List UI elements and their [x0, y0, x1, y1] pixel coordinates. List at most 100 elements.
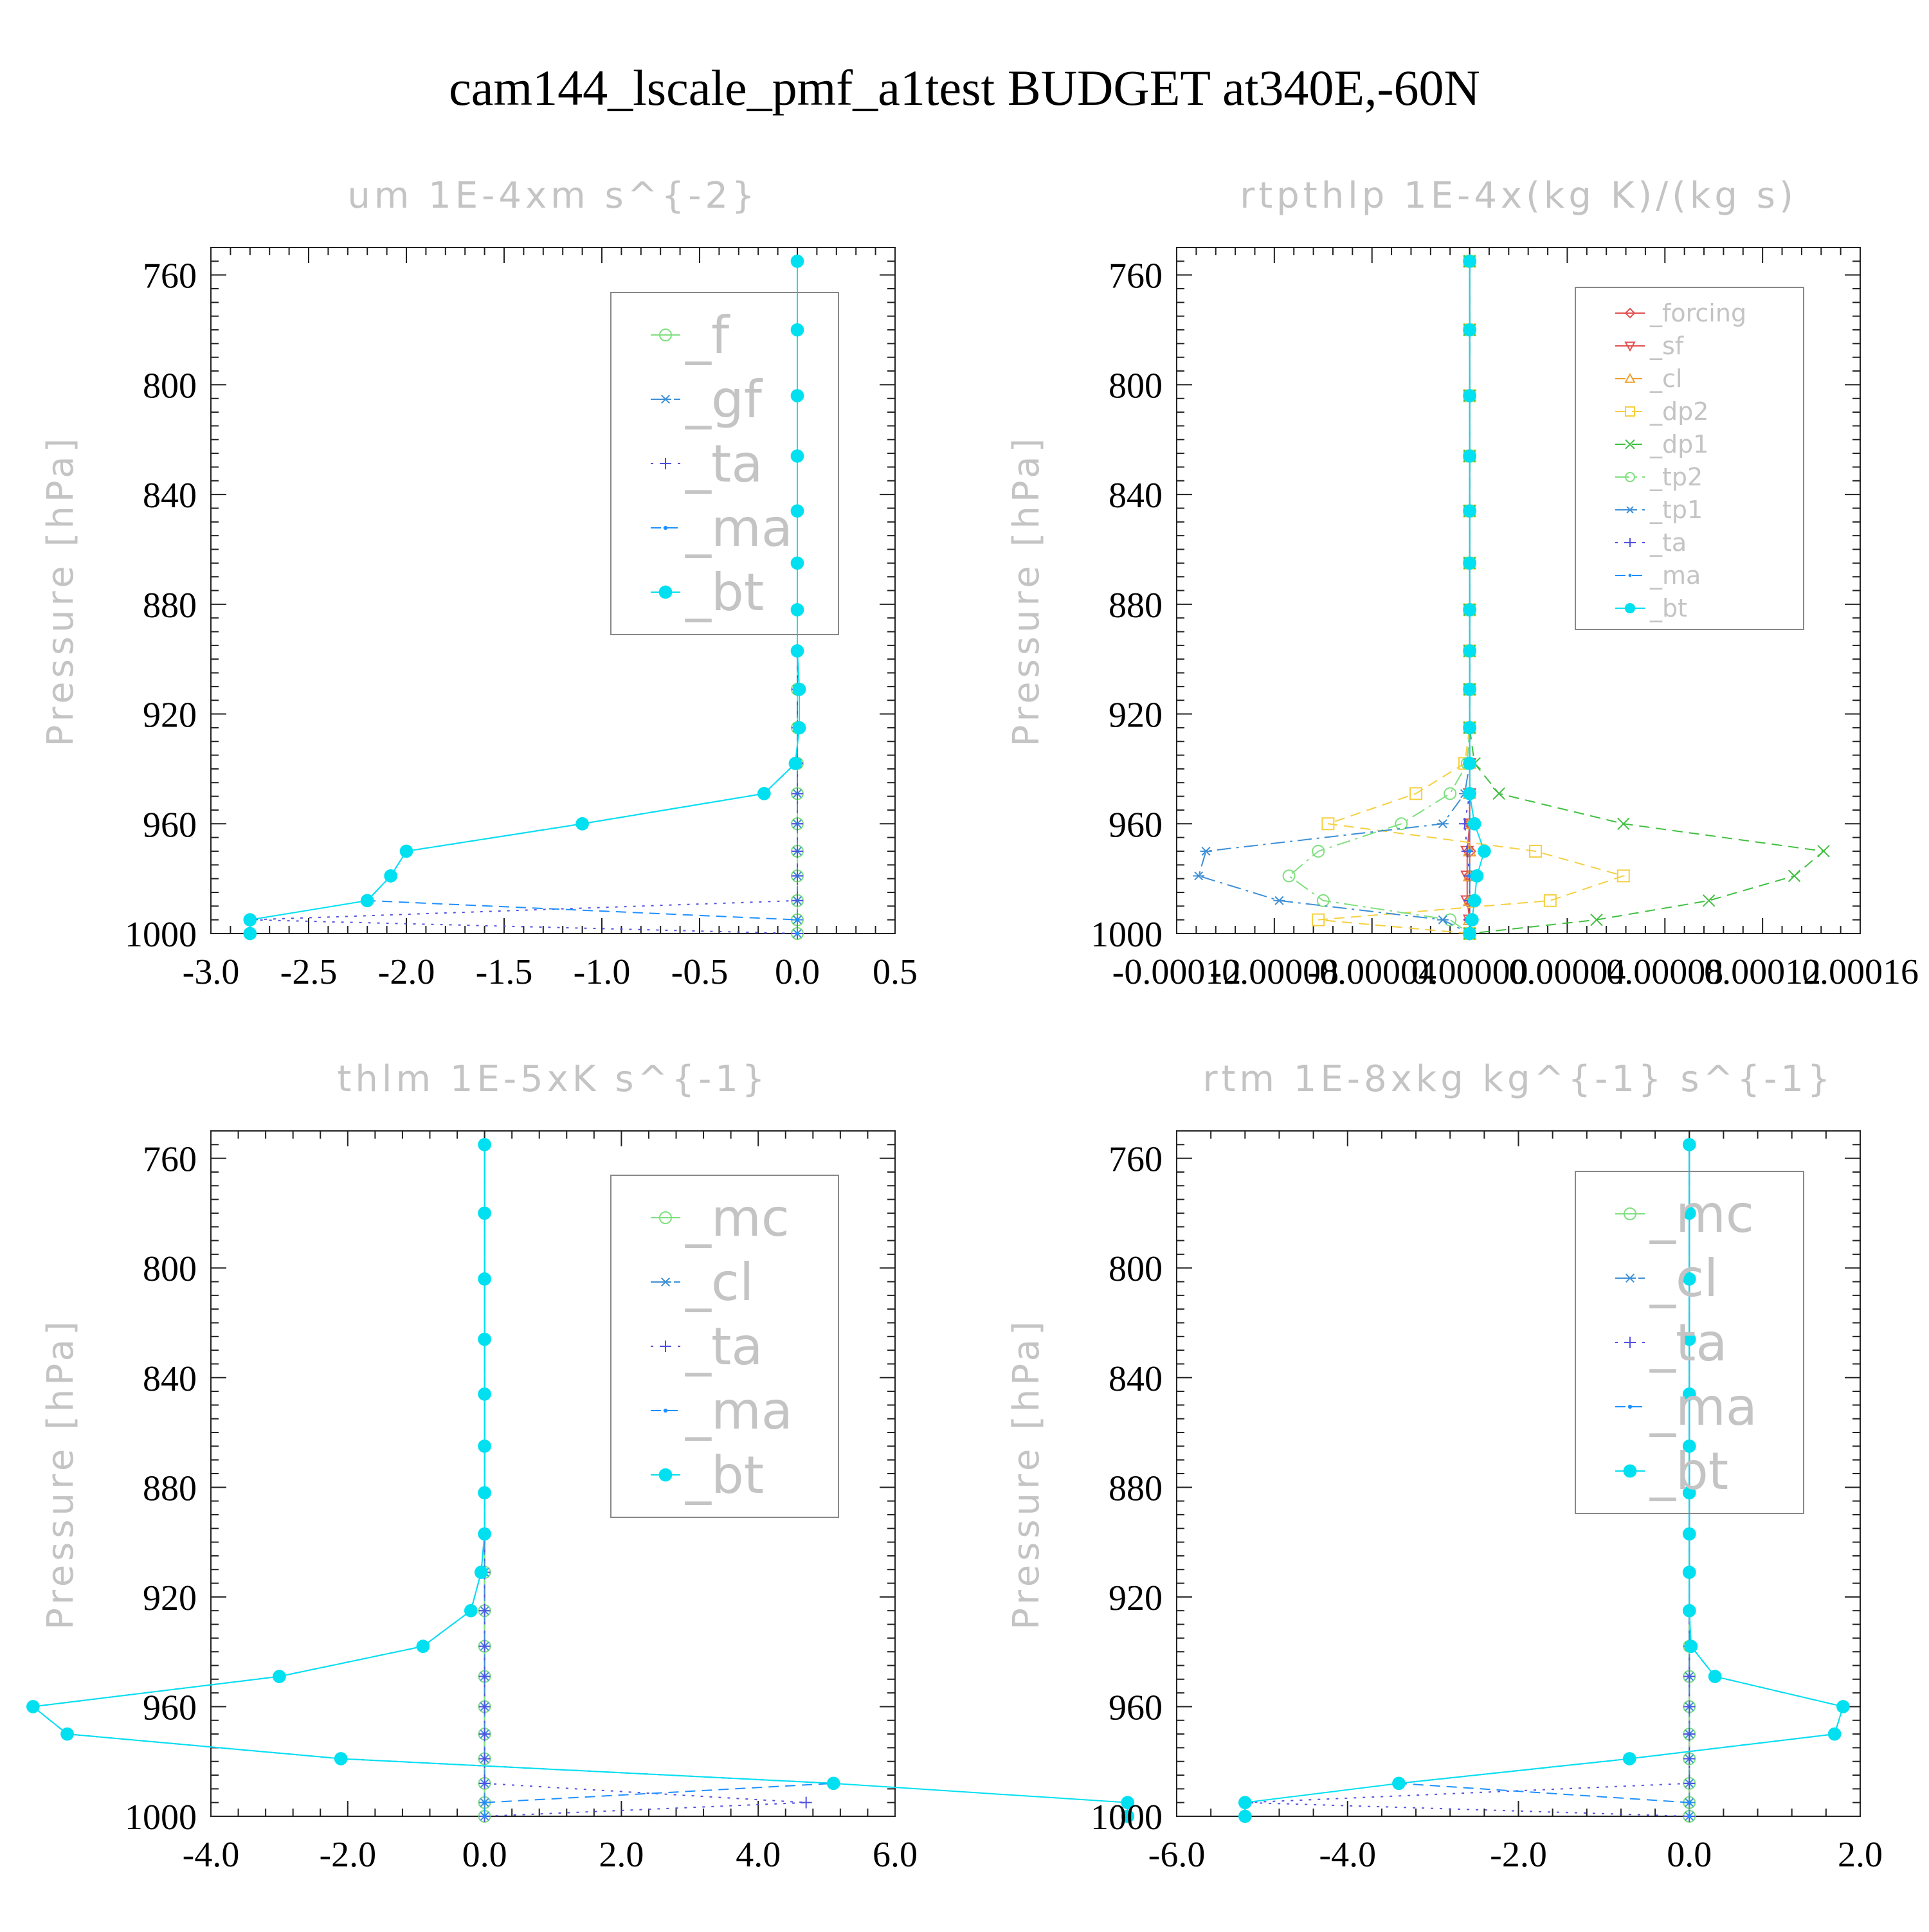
legend-marker: [663, 1408, 668, 1413]
series-sf: [1460, 256, 1477, 941]
data-point: [792, 894, 803, 907]
data-point: [790, 644, 804, 658]
y-axis-label: Pressure [hPa]: [40, 435, 82, 747]
data-point: [1683, 1777, 1696, 1789]
data-point: [792, 818, 803, 830]
x-tick-label: 0.00004: [1508, 952, 1626, 992]
data-point: [384, 869, 398, 883]
legend-marker: [1623, 1464, 1637, 1478]
data-point: [243, 926, 257, 941]
legend-label: _forcing: [1649, 299, 1746, 327]
data-point: [1121, 1809, 1135, 1823]
y-tick-label: 840: [1109, 476, 1163, 516]
y-tick-label: 960: [1109, 805, 1163, 845]
data-point: [826, 1776, 840, 1791]
legend-marker: [660, 1277, 671, 1287]
data-point: [1463, 926, 1476, 941]
data-point: [1316, 894, 1330, 907]
data-point: [1463, 389, 1476, 402]
x-tick-label: -4.0: [183, 1835, 240, 1875]
legend-marker: [660, 1341, 671, 1352]
y-tick-label: 840: [143, 1359, 197, 1399]
data-point: [1492, 787, 1505, 800]
legend-label: _ta: [1649, 528, 1687, 557]
y-tick-label: 960: [143, 1688, 197, 1728]
data-point: [790, 504, 804, 518]
panel-title: rtm 1E-8xkg kg^{-1} s^{-1}: [1202, 1058, 1834, 1100]
data-point: [1436, 915, 1449, 925]
x-tick-label: 0.00016: [1802, 952, 1919, 992]
data-point: [1467, 817, 1481, 831]
legend: _mc_cl_ta_ma_bt: [610, 1175, 839, 1518]
panel-title: thlm 1E-5xK s^{-1}: [337, 1058, 768, 1100]
chart-panel-1: um 1E-4xm s^{-2} Pressure [hPa] 760 800 840 8…: [40, 175, 918, 992]
legend: _f_gf_ta_ma_bt: [610, 292, 839, 635]
legend-marker: [1625, 406, 1635, 417]
data-point: [1395, 817, 1408, 831]
y-axis-label: Pressure [hPa]: [40, 1317, 82, 1630]
data-point: [1463, 844, 1476, 858]
data-point: [482, 1814, 487, 1819]
data-point: [1444, 787, 1457, 800]
x-tick-label: -4.0: [1319, 1835, 1376, 1875]
series-line: [1469, 261, 1485, 934]
data-point: [1682, 1566, 1696, 1579]
data-point: [416, 1639, 430, 1653]
data-point: [478, 1387, 491, 1401]
data-point: [1273, 896, 1285, 905]
data-point: [1409, 787, 1423, 800]
data-point: [757, 786, 771, 800]
x-tick-label: 0.0: [462, 1835, 507, 1875]
data-point: [478, 1670, 491, 1683]
data-point: [1463, 504, 1476, 518]
y-tick-label: 760: [143, 257, 197, 296]
data-point: [1470, 869, 1484, 883]
x-tick-label: -3.0: [183, 952, 240, 992]
y-axis-label: Pressure [hPa]: [1006, 435, 1047, 747]
data-point: [1682, 1527, 1696, 1541]
data-point: [243, 913, 257, 927]
data-point: [1529, 844, 1543, 858]
data-point: [1682, 1603, 1696, 1618]
data-point: [1238, 1796, 1252, 1810]
series-tp2: [1282, 255, 1476, 940]
figure-title: cam144_lscale_pmf_a1test BUDGET at340E,-…: [449, 60, 1480, 116]
legend-box: [1575, 1171, 1804, 1514]
data-point: [474, 1566, 488, 1579]
data-point: [1121, 1796, 1135, 1810]
data-point: [478, 1137, 491, 1151]
x-tick-label: 0.5: [873, 952, 918, 992]
legend-marker: [658, 585, 673, 599]
legend-marker: [1625, 472, 1635, 482]
data-point: [1193, 871, 1205, 881]
x-tick-label: -1.0: [574, 952, 631, 992]
x-tick-label: -2.5: [280, 952, 338, 992]
series-line: [31, 1144, 1128, 1816]
x-tick-label: 0.0: [775, 952, 820, 992]
data-point: [1463, 254, 1476, 268]
legend-marker: [659, 329, 672, 341]
y-tick-label: 760: [1109, 1140, 1163, 1180]
data-point: [788, 757, 802, 770]
data-point: [464, 1603, 478, 1618]
data-point: [478, 1440, 491, 1453]
data-point: [1321, 817, 1335, 831]
data-point: [795, 931, 800, 936]
data-point: [1543, 894, 1557, 907]
legend-marker: [1624, 372, 1636, 383]
legend-marker: [658, 1468, 673, 1482]
data-point: [1200, 846, 1212, 856]
y-tick-label: 800: [1109, 366, 1163, 406]
x-tick-label: -0.00004: [1307, 952, 1436, 992]
y-tick-label: 800: [1109, 1249, 1163, 1289]
legend-marker: [663, 525, 668, 530]
series-bt: [1463, 254, 1491, 941]
legend-box: [1575, 287, 1804, 630]
data-point: [478, 1605, 491, 1617]
legend-marker: [1624, 307, 1636, 319]
legend: _forcing _sf _cl _dp2 _dp1 _tp2 _tp1 _ta _ma _bt: [1575, 287, 1804, 630]
legend-marker: [1624, 1337, 1636, 1348]
data-point: [1788, 869, 1801, 883]
legend-label: _ta: [1649, 1313, 1727, 1373]
data-point: [1687, 1814, 1692, 1819]
